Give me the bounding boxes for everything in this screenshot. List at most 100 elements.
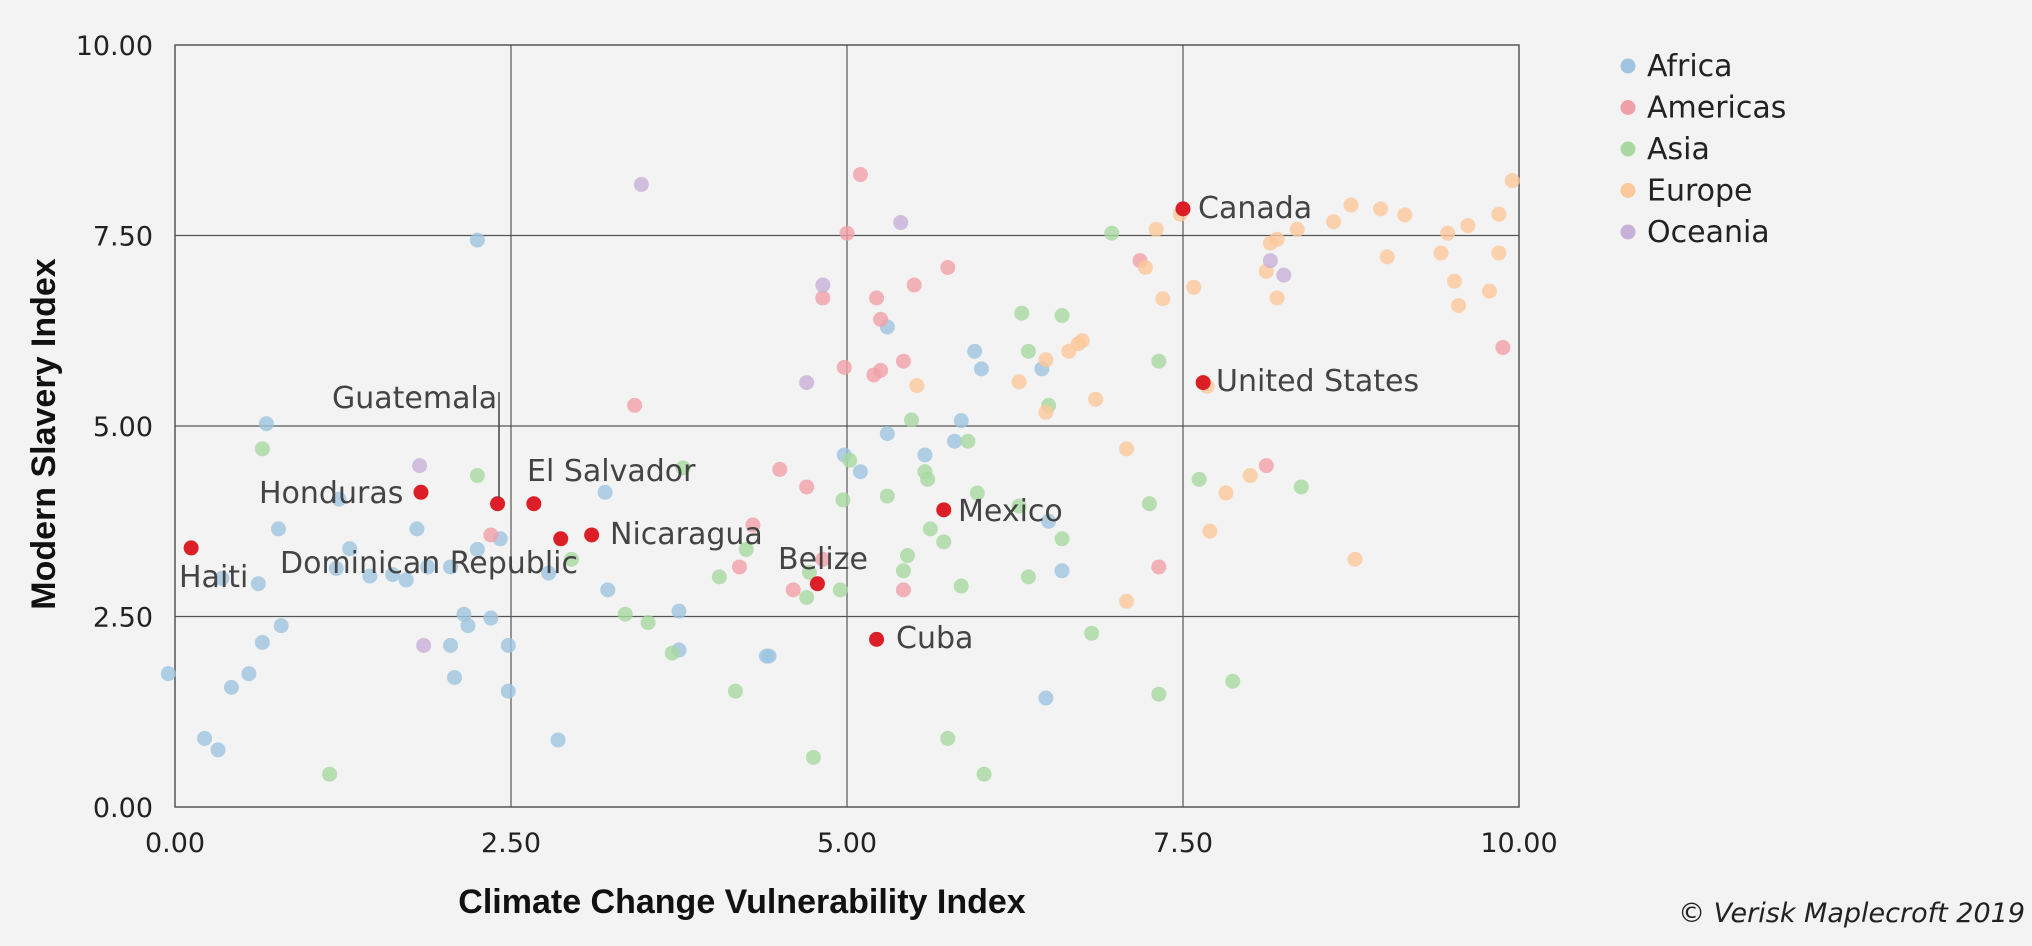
highlight-point-belize: [809, 576, 825, 592]
y-tick-label: 2.50: [93, 603, 153, 634]
country-callouts: Guatemala Honduras El Salvador Nicaragua…: [179, 191, 1419, 656]
highlight-point-honduras: [413, 484, 429, 500]
data-point: [1054, 531, 1070, 547]
callout-united-states: United States: [1216, 364, 1419, 399]
data-point: [973, 361, 989, 377]
data-point: [443, 637, 459, 653]
highlight-point-canada: [1175, 201, 1191, 217]
data-points: [160, 167, 1520, 782]
data-point: [917, 447, 933, 463]
data-point: [1326, 214, 1342, 230]
data-point: [1119, 441, 1135, 457]
data-point: [1186, 279, 1202, 295]
x-tick-label: 5.00: [817, 828, 877, 859]
data-point: [832, 582, 848, 598]
copyright-credit: © Verisk Maplecroft 2019: [1678, 898, 2025, 929]
data-point: [1276, 267, 1292, 283]
data-point: [483, 527, 499, 543]
data-point: [1440, 225, 1456, 241]
data-point: [258, 416, 274, 432]
data-point: [953, 578, 969, 594]
data-point: [254, 441, 270, 457]
data-point: [675, 460, 691, 476]
highlight-point-nicaragua: [584, 527, 600, 543]
legend-item-africa: Africa: [1620, 49, 1733, 84]
data-point: [904, 412, 920, 428]
data-point: [328, 560, 344, 576]
y-tick-labels: 0.00 2.50 5.00 7.50 10.00: [76, 31, 153, 824]
data-point: [842, 452, 858, 468]
data-point: [895, 563, 911, 579]
data-point: [1011, 498, 1027, 514]
data-point: [1379, 249, 1395, 265]
x-tick-label: 10.00: [1480, 828, 1557, 859]
legend-item-europe: Europe: [1620, 174, 1753, 209]
data-point: [805, 749, 821, 765]
y-axis-title: Modern Slavery Index: [25, 258, 63, 610]
legend-label: Americas: [1647, 91, 1786, 126]
data-point: [241, 666, 257, 682]
data-point: [1491, 206, 1507, 222]
data-point: [879, 488, 895, 504]
data-point: [947, 433, 963, 449]
callout-nicaragua: Nicaragua: [610, 517, 763, 552]
data-point: [895, 582, 911, 598]
x-tick-labels: 0.00 2.50 5.00 7.50 10.00: [145, 828, 1558, 859]
data-point: [483, 610, 499, 626]
data-point: [1481, 283, 1497, 299]
y-tick-label: 7.50: [93, 222, 153, 253]
y-tick-label: 10.00: [76, 31, 153, 62]
y-tick-label: 0.00: [93, 793, 153, 824]
data-point: [1446, 273, 1462, 289]
data-point: [331, 491, 347, 507]
data-point: [1137, 260, 1153, 276]
data-point: [254, 634, 270, 650]
y-tick-label: 5.00: [93, 412, 153, 443]
data-point: [541, 565, 557, 581]
legend-marker: [1620, 100, 1636, 115]
data-point: [1495, 340, 1511, 356]
data-point: [835, 492, 851, 508]
data-point: [1262, 253, 1278, 269]
data-point: [1397, 207, 1413, 223]
data-point: [801, 564, 817, 580]
data-point: [1460, 218, 1476, 234]
data-point: [852, 167, 868, 183]
x-axis-title: Climate Change Vulnerability Index: [458, 883, 1026, 921]
data-point: [671, 603, 687, 619]
data-point: [940, 260, 956, 276]
legend-marker: [1620, 141, 1636, 157]
data-point: [1141, 496, 1157, 512]
data-point: [1148, 221, 1164, 237]
data-point: [420, 559, 436, 575]
data-point: [969, 485, 985, 501]
data-point: [469, 468, 485, 484]
data-point: [1155, 291, 1171, 307]
highlight-point-cuba: [869, 631, 885, 647]
data-point: [322, 766, 338, 782]
data-point: [906, 277, 922, 293]
data-point: [342, 541, 358, 557]
data-point: [460, 618, 476, 634]
data-point: [398, 572, 414, 588]
data-point: [1269, 231, 1285, 247]
callout-cuba: Cuba: [896, 621, 973, 656]
legend-label: Africa: [1647, 49, 1733, 84]
data-point: [1020, 343, 1036, 359]
data-point: [909, 378, 925, 394]
data-point: [1491, 245, 1507, 261]
callout-el-salvador: El Salvador: [527, 454, 696, 489]
data-point: [1373, 201, 1389, 217]
data-point: [160, 666, 176, 682]
data-point: [1258, 458, 1274, 474]
highlight-point-el-salvador: [526, 496, 542, 512]
data-point: [409, 521, 425, 537]
data-point: [617, 606, 633, 622]
data-point: [1289, 221, 1305, 237]
data-point: [1038, 690, 1054, 706]
series-asia: [254, 225, 1309, 782]
data-point: [412, 458, 428, 474]
legend-label: Europe: [1647, 174, 1753, 209]
legend-label: Asia: [1647, 132, 1710, 167]
data-point: [1151, 353, 1167, 369]
